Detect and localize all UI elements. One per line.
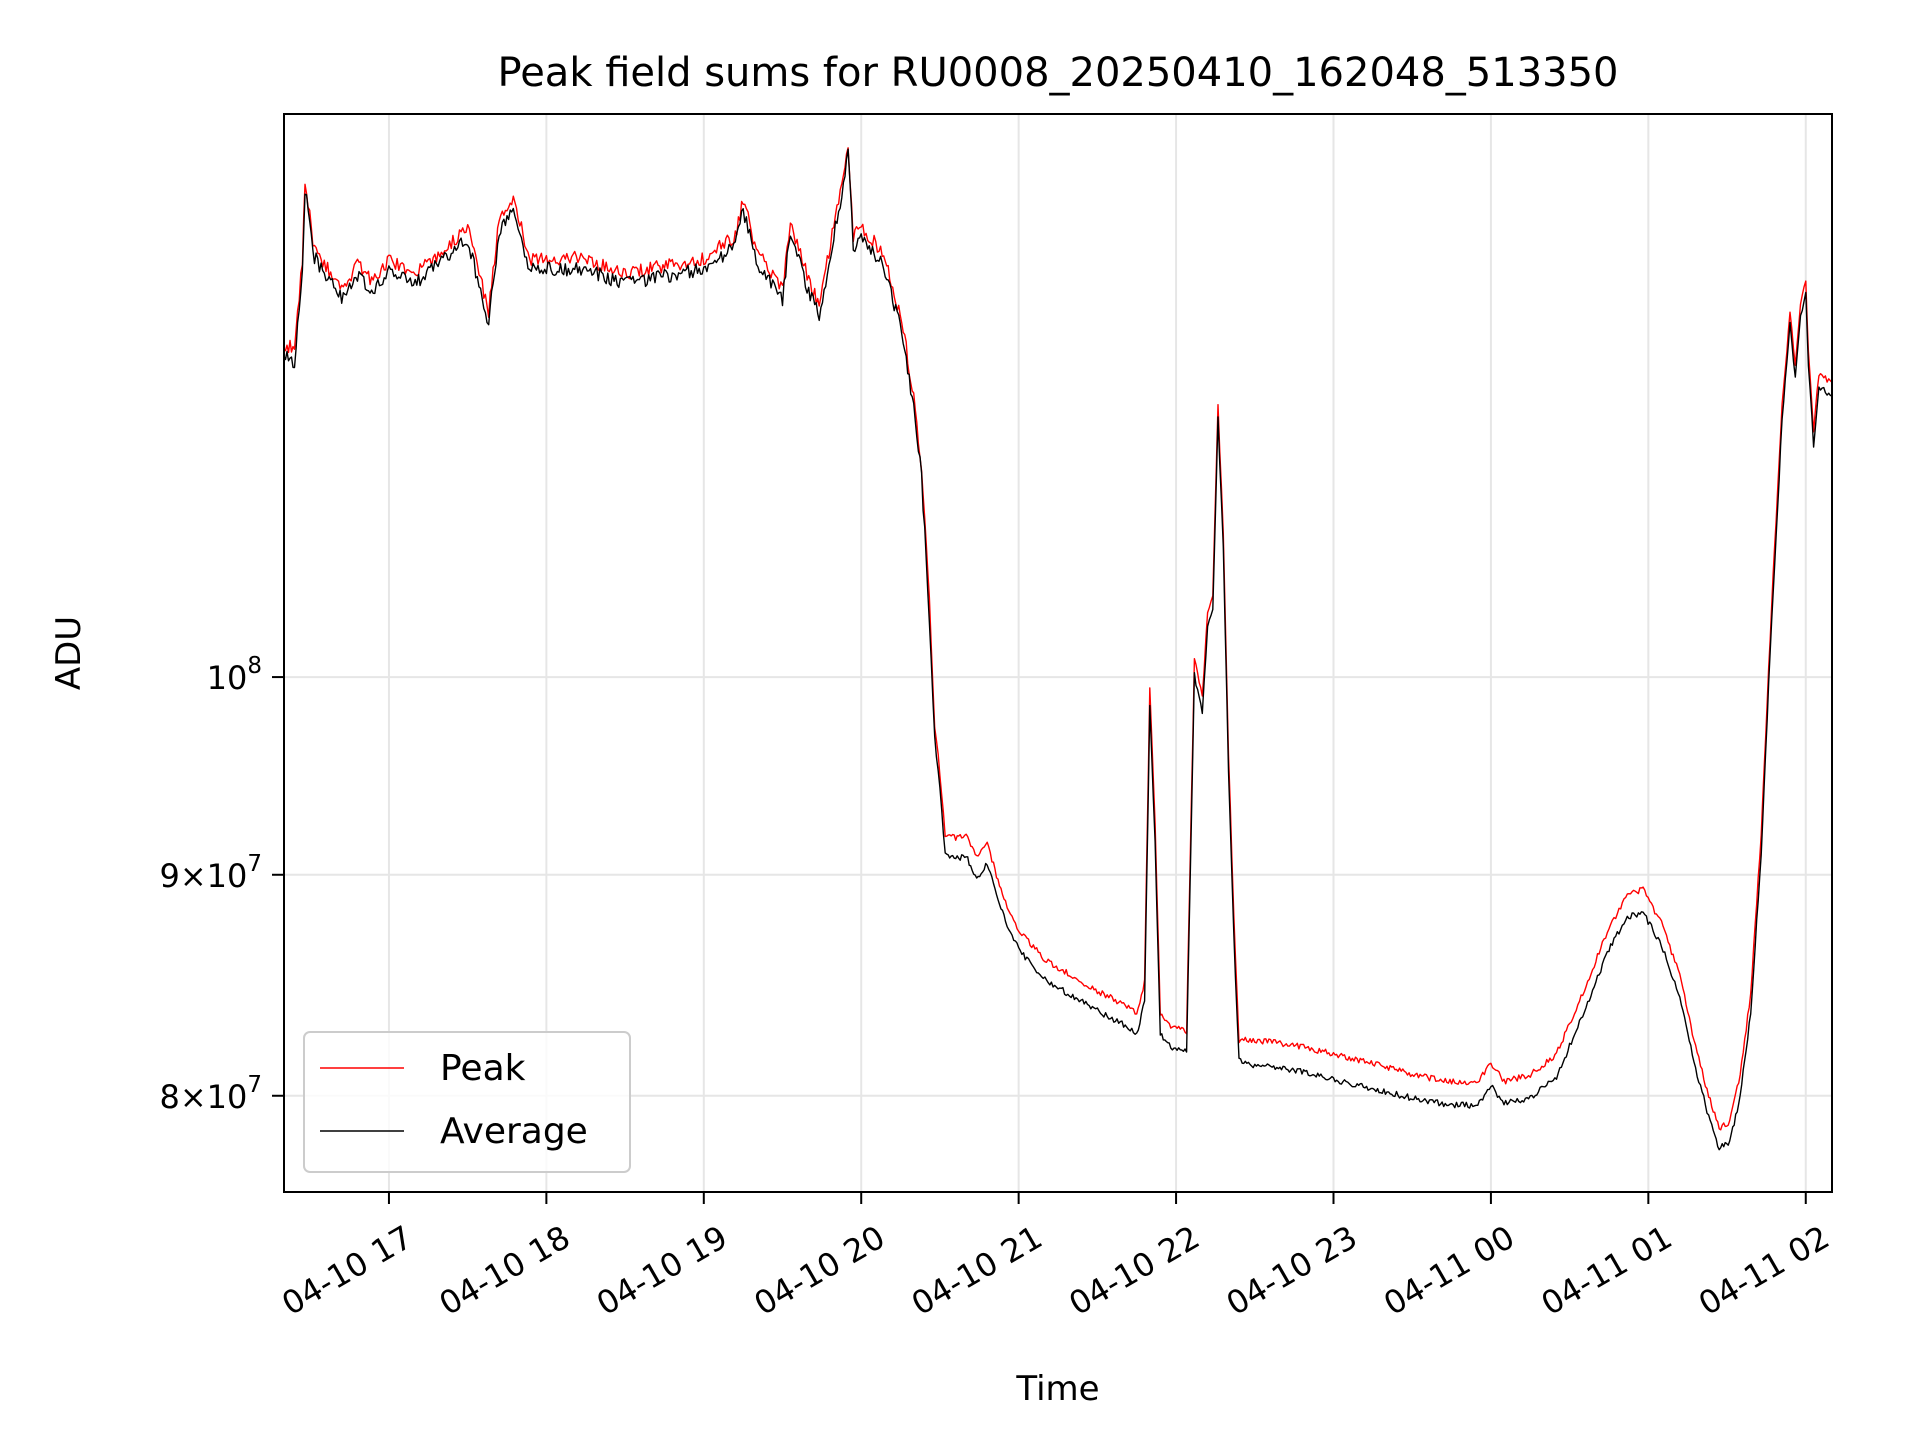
legend-label-peak: Peak [440,1048,526,1089]
y-tick-label: 9×107 [159,851,262,895]
x-tick-label: 04-10 17 [275,1218,419,1323]
x-tick-label: 04-11 00 [1377,1218,1521,1323]
series-line-average [283,148,1833,1151]
grid [284,114,1832,1192]
x-tick-label: 04-10 21 [905,1218,1049,1323]
x-tick-label: 04-10 23 [1220,1218,1364,1323]
y-axis-ticks: 8×107 9×107 108 [159,653,284,1116]
y-tick-label: 108 [207,653,262,697]
x-tick-label: 04-11 02 [1692,1218,1836,1323]
x-tick-label: 04-10 19 [590,1218,734,1323]
series-lines [283,147,1833,1151]
x-axis-label: Time [1015,1369,1099,1409]
x-tick-label: 04-10 20 [748,1218,892,1323]
x-tick-label: 04-10 22 [1062,1218,1206,1323]
x-tick-label: 04-10 18 [433,1218,577,1323]
y-axis-label: ADU [49,616,89,690]
legend-box [303,1031,631,1173]
chart-title: Peak field sums for RU0008_20250410_1620… [498,50,1619,96]
y-tick-label: 8×107 [159,1072,262,1116]
legend: Peak Average [303,1031,631,1173]
x-tick-label: 04-11 01 [1535,1218,1679,1323]
legend-label-average: Average [440,1111,588,1152]
x-axis-ticks: 04-10 17 04-10 18 04-10 19 04-10 20 04-10 21… [275,1192,1836,1323]
plot-frame [283,113,1833,1193]
series-line-peak [283,147,1833,1131]
